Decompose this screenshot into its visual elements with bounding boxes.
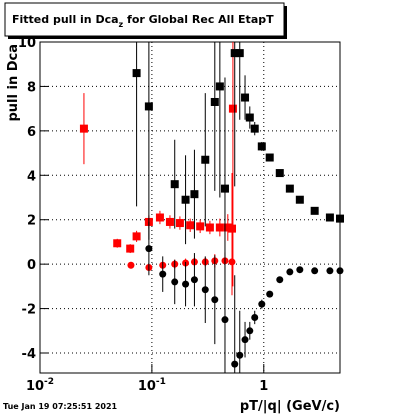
marker — [245, 113, 254, 122]
y-tick-label: 6 — [27, 125, 36, 140]
marker — [79, 124, 88, 133]
marker — [295, 195, 304, 204]
marker — [223, 223, 232, 232]
marker — [276, 276, 284, 284]
title-subscript: z — [119, 20, 124, 29]
marker — [145, 245, 153, 253]
marker — [190, 276, 198, 284]
marker — [205, 223, 214, 232]
title-box — [4, 2, 285, 37]
x-tick-label: 10-2 — [26, 377, 54, 394]
marker — [258, 300, 266, 308]
marker — [175, 219, 184, 228]
y-tick-label: 10 — [18, 36, 36, 51]
marker — [326, 267, 334, 275]
marker — [296, 266, 304, 274]
marker — [336, 214, 344, 223]
marker — [336, 267, 344, 275]
marker — [165, 217, 174, 226]
marker — [186, 221, 195, 230]
marker — [210, 97, 219, 106]
tick-exponent: -1 — [156, 377, 166, 387]
x-tick-label: 10-1 — [138, 377, 166, 394]
marker — [171, 278, 179, 286]
marker — [211, 296, 219, 304]
title-text: Fitted pull in Dca — [12, 13, 119, 26]
x-axis-title: pT/|q| (GeV/c) — [240, 399, 340, 414]
tick-base: 10 — [138, 379, 156, 394]
y-tick-label: 2 — [27, 214, 36, 229]
marker — [215, 82, 224, 91]
marker — [113, 239, 122, 248]
marker — [159, 270, 167, 278]
tick-base: 10 — [26, 379, 44, 394]
marker — [215, 223, 224, 232]
marker — [236, 351, 244, 359]
timestamp: Tue Jan 19 07:25:51 2021 — [3, 402, 118, 411]
marker — [241, 336, 249, 344]
marker — [266, 290, 274, 298]
x-tick-label: 1 — [259, 379, 268, 394]
marker — [231, 360, 239, 368]
marker — [285, 184, 294, 193]
marker — [228, 104, 237, 113]
marker — [246, 327, 254, 335]
chart-title: Fitted pull in Dcaz for Global Rec All E… — [12, 13, 274, 29]
y-tick-label: -2 — [22, 303, 36, 318]
marker — [221, 316, 229, 324]
marker — [325, 213, 334, 222]
marker — [132, 232, 141, 241]
marker — [126, 244, 135, 253]
marker — [228, 258, 236, 266]
marker — [235, 49, 244, 58]
y-axis-title: pull in Dca — [6, 44, 21, 122]
marker — [196, 222, 205, 231]
marker — [201, 155, 210, 164]
marker — [251, 313, 259, 321]
marker — [132, 69, 141, 78]
marker — [230, 49, 239, 58]
marker — [311, 267, 319, 275]
marker — [257, 142, 266, 151]
marker — [201, 286, 209, 294]
marker — [286, 268, 294, 276]
plot-frame — [39, 41, 341, 374]
marker — [250, 124, 259, 133]
y-tick-label: 8 — [27, 80, 36, 95]
marker — [144, 102, 153, 111]
title-text: for Global Rec All EtapT — [123, 13, 274, 26]
marker — [182, 280, 190, 288]
marker — [181, 195, 190, 204]
y-tick-label: -4 — [22, 347, 36, 362]
marker — [310, 206, 319, 215]
marker — [170, 180, 179, 189]
y-tick-label: 0 — [27, 258, 36, 273]
marker — [265, 153, 274, 162]
tick-exponent: -2 — [44, 377, 54, 387]
marker — [241, 93, 250, 102]
marker — [127, 261, 135, 269]
marker — [155, 213, 164, 222]
marker — [190, 190, 199, 199]
marker — [275, 169, 284, 178]
y-tick-label: 4 — [27, 169, 36, 184]
marker — [220, 184, 229, 193]
